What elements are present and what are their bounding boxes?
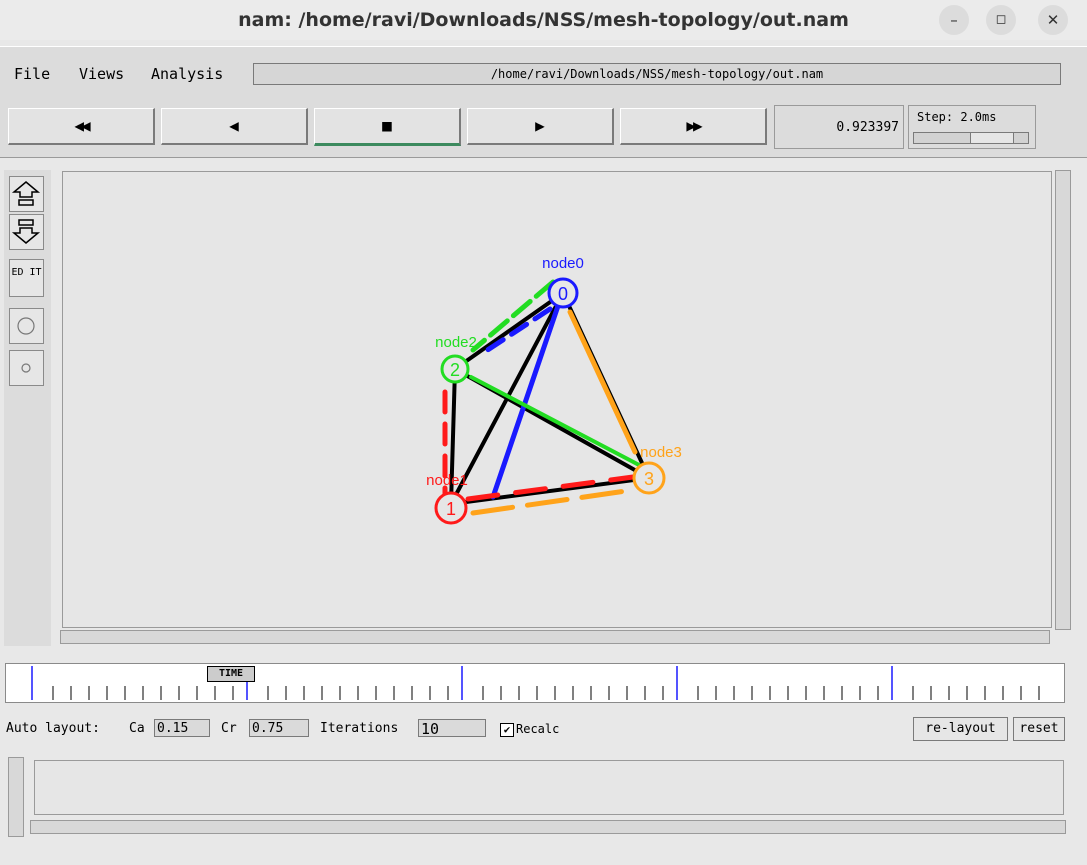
time-marker[interactable]: TIME	[207, 666, 255, 682]
stop-button[interactable]: ■	[314, 108, 461, 146]
auto-layout-bar: Auto layout: Ca 0.15 Cr 0.75 Iterations …	[0, 716, 1087, 744]
packet-flow-3-0	[567, 309, 638, 455]
circle-small-icon	[21, 363, 31, 373]
node-2-label: node2	[435, 334, 477, 351]
fast-forward-button[interactable]: ▶▶	[620, 108, 767, 145]
zoom-out-button[interactable]	[9, 214, 44, 250]
timeline-slider[interactable]: TIME	[5, 663, 1065, 703]
packet-flow-3-1	[470, 487, 636, 516]
recalc-label: Recalc	[516, 722, 560, 736]
close-button[interactable]: ✕	[1038, 5, 1068, 35]
playback-controls: ◀◀ ◀ ■ ▶ ▶▶ 0.923397 Step: 2.0ms	[0, 97, 1087, 158]
packet-flow-0-1	[490, 300, 562, 500]
packet-flows	[442, 279, 643, 516]
iterations-input[interactable]: 10	[418, 719, 486, 738]
relayout-button[interactable]: re-layout	[913, 717, 1008, 741]
packet-flow-1-3	[465, 474, 636, 502]
cr-input[interactable]: 0.75	[249, 719, 309, 737]
node-3[interactable]: 3 node3	[632, 444, 682, 495]
annotation-vertical-scrollbar[interactable]	[8, 757, 24, 837]
node-0-id: 0	[558, 284, 568, 304]
node-0[interactable]: 0 node0	[542, 255, 584, 309]
menu-analysis[interactable]: Analysis	[151, 65, 224, 83]
annotation-panel	[8, 757, 1066, 837]
reset-button[interactable]: reset	[1013, 717, 1065, 741]
annotation-horizontal-scrollbar[interactable]	[30, 820, 1066, 834]
packet-flow-2-3	[469, 375, 643, 468]
node-3-label: node3	[640, 444, 682, 461]
menubar: File Views Analysis /home/ravi/Downloads…	[0, 46, 1087, 98]
step-slider[interactable]	[913, 132, 1029, 144]
timeline-ticks	[31, 666, 1040, 700]
minimize-button[interactable]: –	[939, 5, 969, 35]
node-2[interactable]: 2 node2	[435, 334, 477, 384]
node-2-id: 2	[450, 360, 460, 380]
large-node-button[interactable]	[9, 308, 44, 344]
node-3-id: 3	[644, 469, 654, 489]
packet-flow-0-2	[480, 306, 553, 356]
step-slider-thumb[interactable]	[970, 132, 1014, 144]
link-0-2	[453, 291, 565, 371]
animation-canvas[interactable]: 0 node0 2 node2 3 node3 1 node1	[62, 171, 1052, 628]
topology-graph: 0 node0 2 node2 3 node3 1 node1	[426, 255, 682, 525]
packet-flow-2-0	[470, 279, 556, 353]
link-2-1	[449, 367, 457, 506]
step-label: Step: 2.0ms	[917, 110, 997, 124]
step-back-button[interactable]: ◀	[161, 108, 308, 145]
rewind-button[interactable]: ◀◀	[8, 108, 155, 145]
annotation-list[interactable]	[34, 760, 1064, 815]
tool-column: ED IT	[4, 170, 51, 646]
play-button[interactable]: ▶	[467, 108, 614, 145]
cr-label: Cr	[221, 721, 237, 736]
edit-button[interactable]: ED IT	[9, 259, 44, 297]
node-0-label: node0	[542, 255, 584, 272]
node-1[interactable]: 1 node1	[426, 472, 468, 525]
canvas-horizontal-scrollbar[interactable]	[60, 630, 1050, 644]
ca-input[interactable]: 0.15	[154, 719, 210, 737]
circle-large-icon	[17, 317, 35, 335]
recalc-checkbox[interactable]: ✔	[500, 723, 514, 737]
iterations-label: Iterations	[320, 721, 399, 736]
zoom-in-icon	[11, 181, 41, 206]
window-titlebar: nam: /home/ravi/Downloads/NSS/mesh-topol…	[0, 0, 1087, 40]
canvas-vertical-scrollbar[interactable]	[1055, 170, 1071, 630]
current-time-display: 0.923397	[774, 105, 904, 149]
restore-button[interactable]: ◻	[986, 5, 1016, 35]
node-1-label: node1	[426, 472, 468, 489]
zoom-out-icon	[11, 219, 41, 244]
zoom-in-button[interactable]	[9, 176, 44, 212]
menu-views[interactable]: Views	[79, 65, 125, 83]
window-title: nam: /home/ravi/Downloads/NSS/mesh-topol…	[238, 9, 849, 31]
link-1-3	[449, 476, 651, 506]
node-1-id: 1	[446, 499, 456, 519]
step-control: Step: 2.0ms	[908, 105, 1036, 149]
menu-file[interactable]: File	[14, 65, 51, 83]
small-node-button[interactable]	[9, 350, 44, 386]
file-path-display: /home/ravi/Downloads/NSS/mesh-topology/o…	[253, 63, 1061, 85]
auto-layout-label: Auto layout:	[6, 721, 100, 736]
ca-label: Ca	[129, 721, 145, 736]
